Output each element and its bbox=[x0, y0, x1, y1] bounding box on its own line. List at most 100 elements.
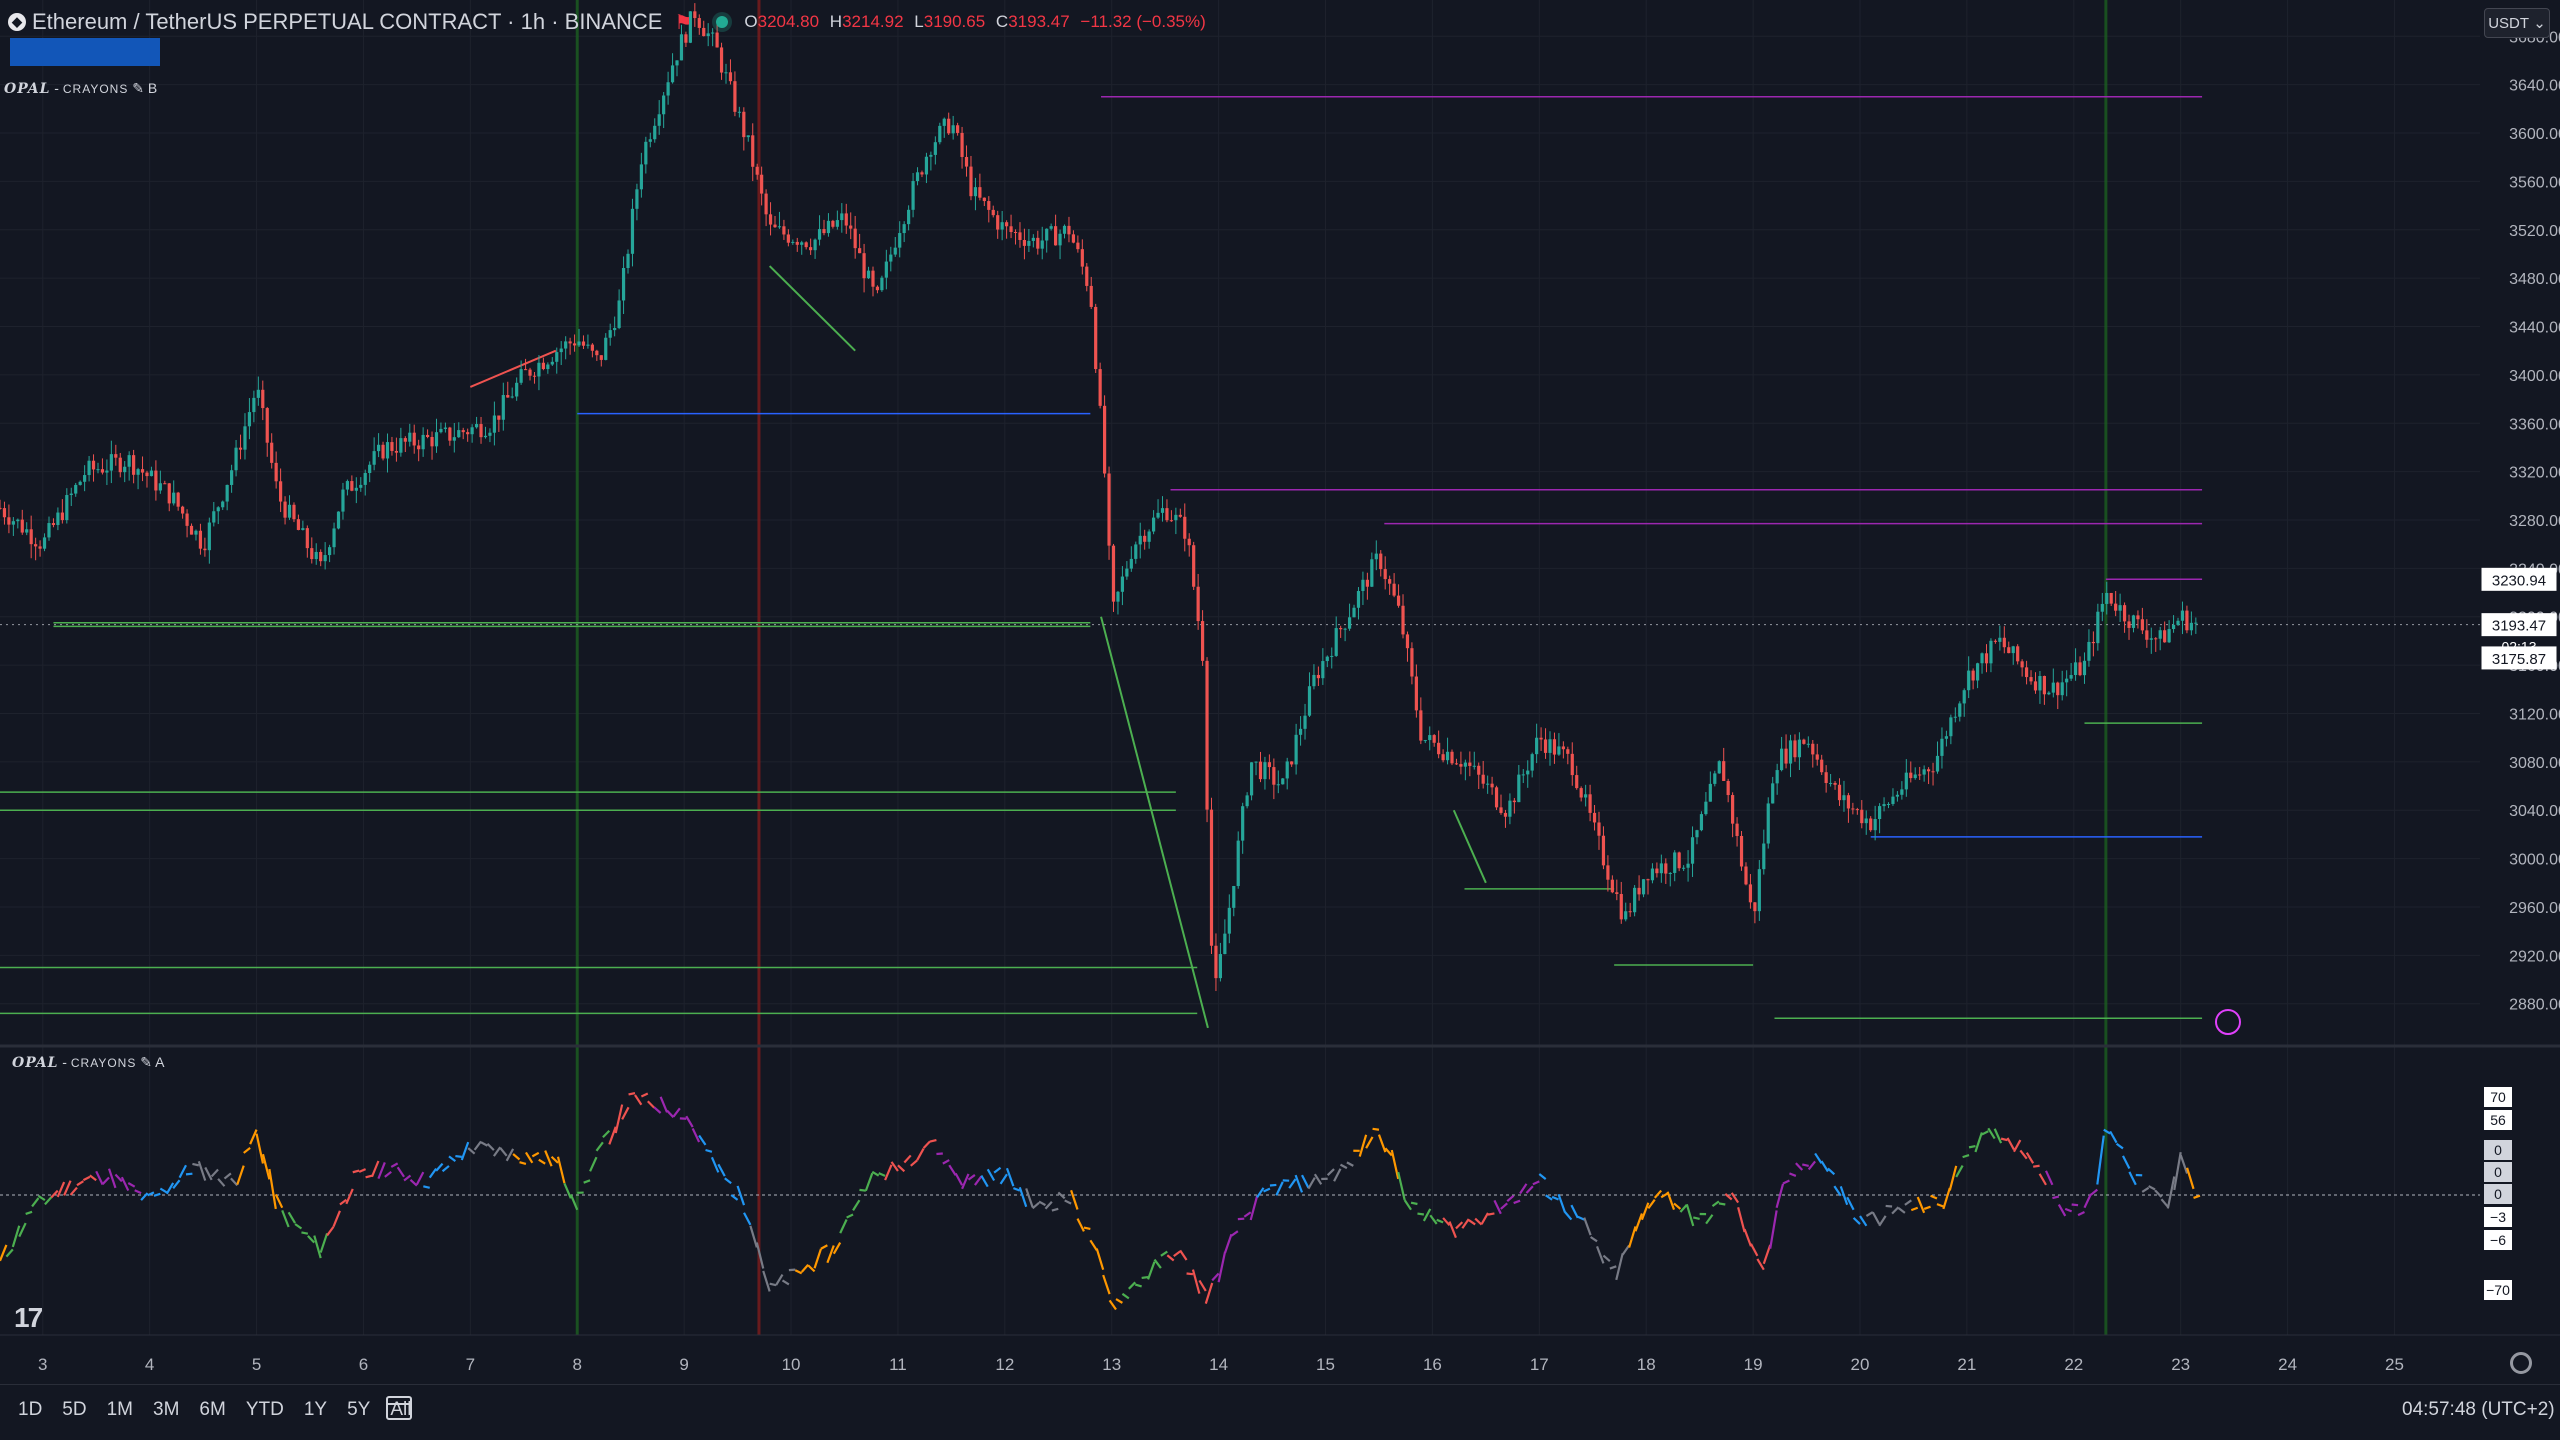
candle-body bbox=[230, 470, 233, 485]
candle-body bbox=[1370, 559, 1373, 586]
candle-body bbox=[177, 493, 180, 507]
candle-body bbox=[493, 416, 496, 433]
candle-body bbox=[1446, 752, 1449, 760]
candle-body bbox=[1633, 888, 1636, 912]
timeframe-3m[interactable]: 3M bbox=[153, 1399, 179, 1421]
oscillator-segment bbox=[1732, 1193, 1738, 1203]
candle-body bbox=[720, 47, 723, 72]
candle-body bbox=[992, 210, 995, 215]
candle-body bbox=[373, 451, 376, 465]
candle-body bbox=[1642, 879, 1645, 894]
chart-grid bbox=[0, 0, 2480, 1335]
oscillator-segment bbox=[90, 1175, 96, 1180]
timeframe-5d[interactable]: 5D bbox=[62, 1399, 86, 1421]
candle-body bbox=[813, 240, 816, 251]
candle-body bbox=[1156, 513, 1159, 518]
candle-body bbox=[368, 465, 371, 473]
candle-body bbox=[609, 330, 612, 338]
oscillator-segment bbox=[898, 1165, 904, 1171]
candle-body bbox=[65, 495, 68, 520]
candle-body bbox=[43, 537, 46, 548]
candle-body bbox=[2021, 661, 2024, 667]
candle-body bbox=[2194, 623, 2197, 624]
oscillator-segment bbox=[609, 1127, 615, 1145]
candle-body bbox=[7, 517, 10, 524]
oscillator-segment bbox=[244, 1148, 250, 1153]
candle-body bbox=[141, 469, 144, 472]
symbol-title[interactable]: Ethereum / TetherUS PERPETUAL CONTRACT ·… bbox=[32, 9, 662, 35]
oscillator-segment bbox=[378, 1162, 384, 1178]
oscillator-segment bbox=[1834, 1186, 1840, 1196]
settings-icon[interactable] bbox=[2510, 1352, 2532, 1374]
highlight-box bbox=[10, 38, 160, 66]
candle-body bbox=[671, 65, 674, 82]
indicator-label-main[interactable]: OPAL - CRAYONS ✎ B bbox=[4, 80, 157, 97]
candle-body bbox=[653, 126, 656, 139]
candle-body bbox=[1927, 769, 1930, 771]
candle-body bbox=[2127, 621, 2130, 628]
oscillator-segment bbox=[622, 1107, 628, 1119]
currency-button[interactable]: USDT ⌄ bbox=[2484, 8, 2550, 38]
oscillator-segment bbox=[1668, 1192, 1674, 1210]
oscillator-segment bbox=[468, 1148, 474, 1154]
candle-body bbox=[163, 483, 166, 484]
candle-body bbox=[1936, 756, 1939, 772]
candle-body bbox=[929, 155, 932, 157]
candle-body bbox=[1829, 783, 1832, 784]
candle-body bbox=[1629, 911, 1632, 912]
oscillator-segment bbox=[1385, 1148, 1391, 1155]
candle-body bbox=[635, 189, 638, 209]
candle-body bbox=[1335, 628, 1338, 656]
oscillator-segment bbox=[2149, 1186, 2155, 1189]
timeframe-1m[interactable]: 1M bbox=[107, 1399, 133, 1421]
candle-body bbox=[577, 341, 580, 345]
candle-body bbox=[1878, 806, 1881, 819]
symbol-header[interactable]: ◆ Ethereum / TetherUS PERPETUAL CONTRACT… bbox=[8, 8, 1212, 36]
candle-body bbox=[1023, 240, 1026, 246]
candle-body bbox=[1228, 908, 1231, 934]
candle-body bbox=[533, 376, 536, 377]
oscillator-segment bbox=[1135, 1285, 1141, 1287]
candle-body bbox=[377, 445, 380, 451]
candle-body bbox=[1646, 879, 1649, 880]
oscillator-segment bbox=[1187, 1274, 1193, 1275]
candle-body bbox=[1009, 226, 1012, 232]
candle-body bbox=[515, 383, 518, 397]
osc-label: 56 bbox=[2490, 1112, 2506, 1128]
candle-body bbox=[889, 255, 892, 262]
time-tick-label: 15 bbox=[1316, 1355, 1335, 1374]
clock[interactable]: 04:57:48 (UTC+2) bbox=[2402, 1399, 2555, 1421]
flag-icon[interactable]: ⚑ bbox=[674, 10, 692, 35]
calendar-icon[interactable] bbox=[386, 1396, 412, 1420]
oscillator-segment bbox=[641, 1094, 647, 1097]
candle-body bbox=[1197, 587, 1200, 621]
candle-body bbox=[1433, 735, 1436, 743]
candle-body bbox=[1415, 677, 1418, 711]
candle-body bbox=[640, 164, 643, 189]
timeframe-1y[interactable]: 1Y bbox=[304, 1399, 327, 1421]
oscillator-segment bbox=[513, 1154, 519, 1159]
oscillator-segment bbox=[321, 1233, 327, 1252]
oscillator-segment bbox=[1437, 1220, 1443, 1223]
candle-body bbox=[520, 369, 523, 383]
timeframe-5y[interactable]: 5Y bbox=[347, 1399, 370, 1421]
candle-body bbox=[1771, 783, 1774, 803]
oscillator-segment bbox=[1988, 1128, 1994, 1138]
indicator-label-osc[interactable]: OPAL - CRAYONS ✎ A bbox=[12, 1054, 164, 1071]
candle-body bbox=[1833, 783, 1836, 785]
timeframe-ytd[interactable]: YTD bbox=[246, 1399, 284, 1421]
candle-body bbox=[1254, 762, 1257, 763]
candle-body bbox=[2190, 623, 2193, 630]
candle-body bbox=[1958, 703, 1961, 716]
candle-body bbox=[203, 549, 206, 551]
timeframe-6m[interactable]: 6M bbox=[199, 1399, 225, 1421]
candle-body bbox=[502, 395, 505, 420]
candle-body bbox=[920, 172, 923, 174]
oscillator-segment bbox=[1129, 1282, 1135, 1289]
candle-body bbox=[916, 172, 919, 181]
candle-body bbox=[1045, 229, 1048, 241]
candle-body bbox=[194, 531, 197, 535]
oscillator-segment bbox=[257, 1134, 263, 1164]
timeframe-1d[interactable]: 1D bbox=[18, 1399, 42, 1421]
